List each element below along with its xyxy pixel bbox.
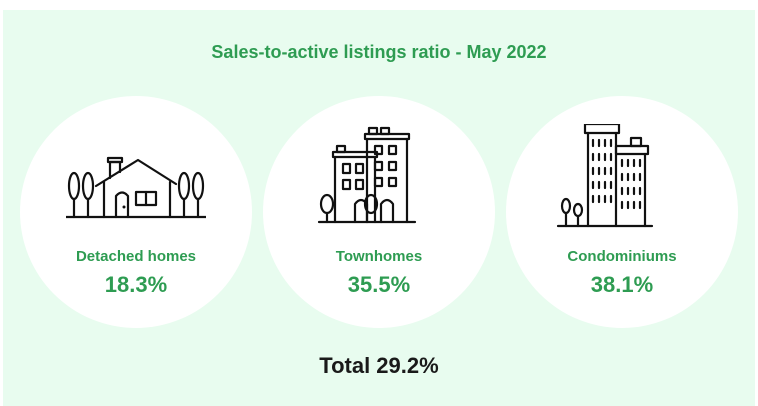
townhouse-icon [317,126,417,224]
category-value: 35.5% [347,272,411,297]
condo-tower-icon [556,124,654,228]
category-label: Detached homes [75,248,197,265]
chart-title: Sales-to-active listings ratio - May 202… [211,42,547,62]
category-value: 38.1% [590,272,654,297]
category-value: 18.3% [104,272,168,297]
category-card-condominiums: Condominiums 38.1% [506,96,738,328]
category-label: Condominiums [567,248,677,265]
category-card-townhomes: Townhomes 35.5% [263,96,495,328]
category-card-detached: Detached homes 18.3% [20,96,252,328]
house-icon [66,156,206,219]
total-value: Total 29.2% [319,353,439,378]
category-label: Townhomes [335,248,423,265]
